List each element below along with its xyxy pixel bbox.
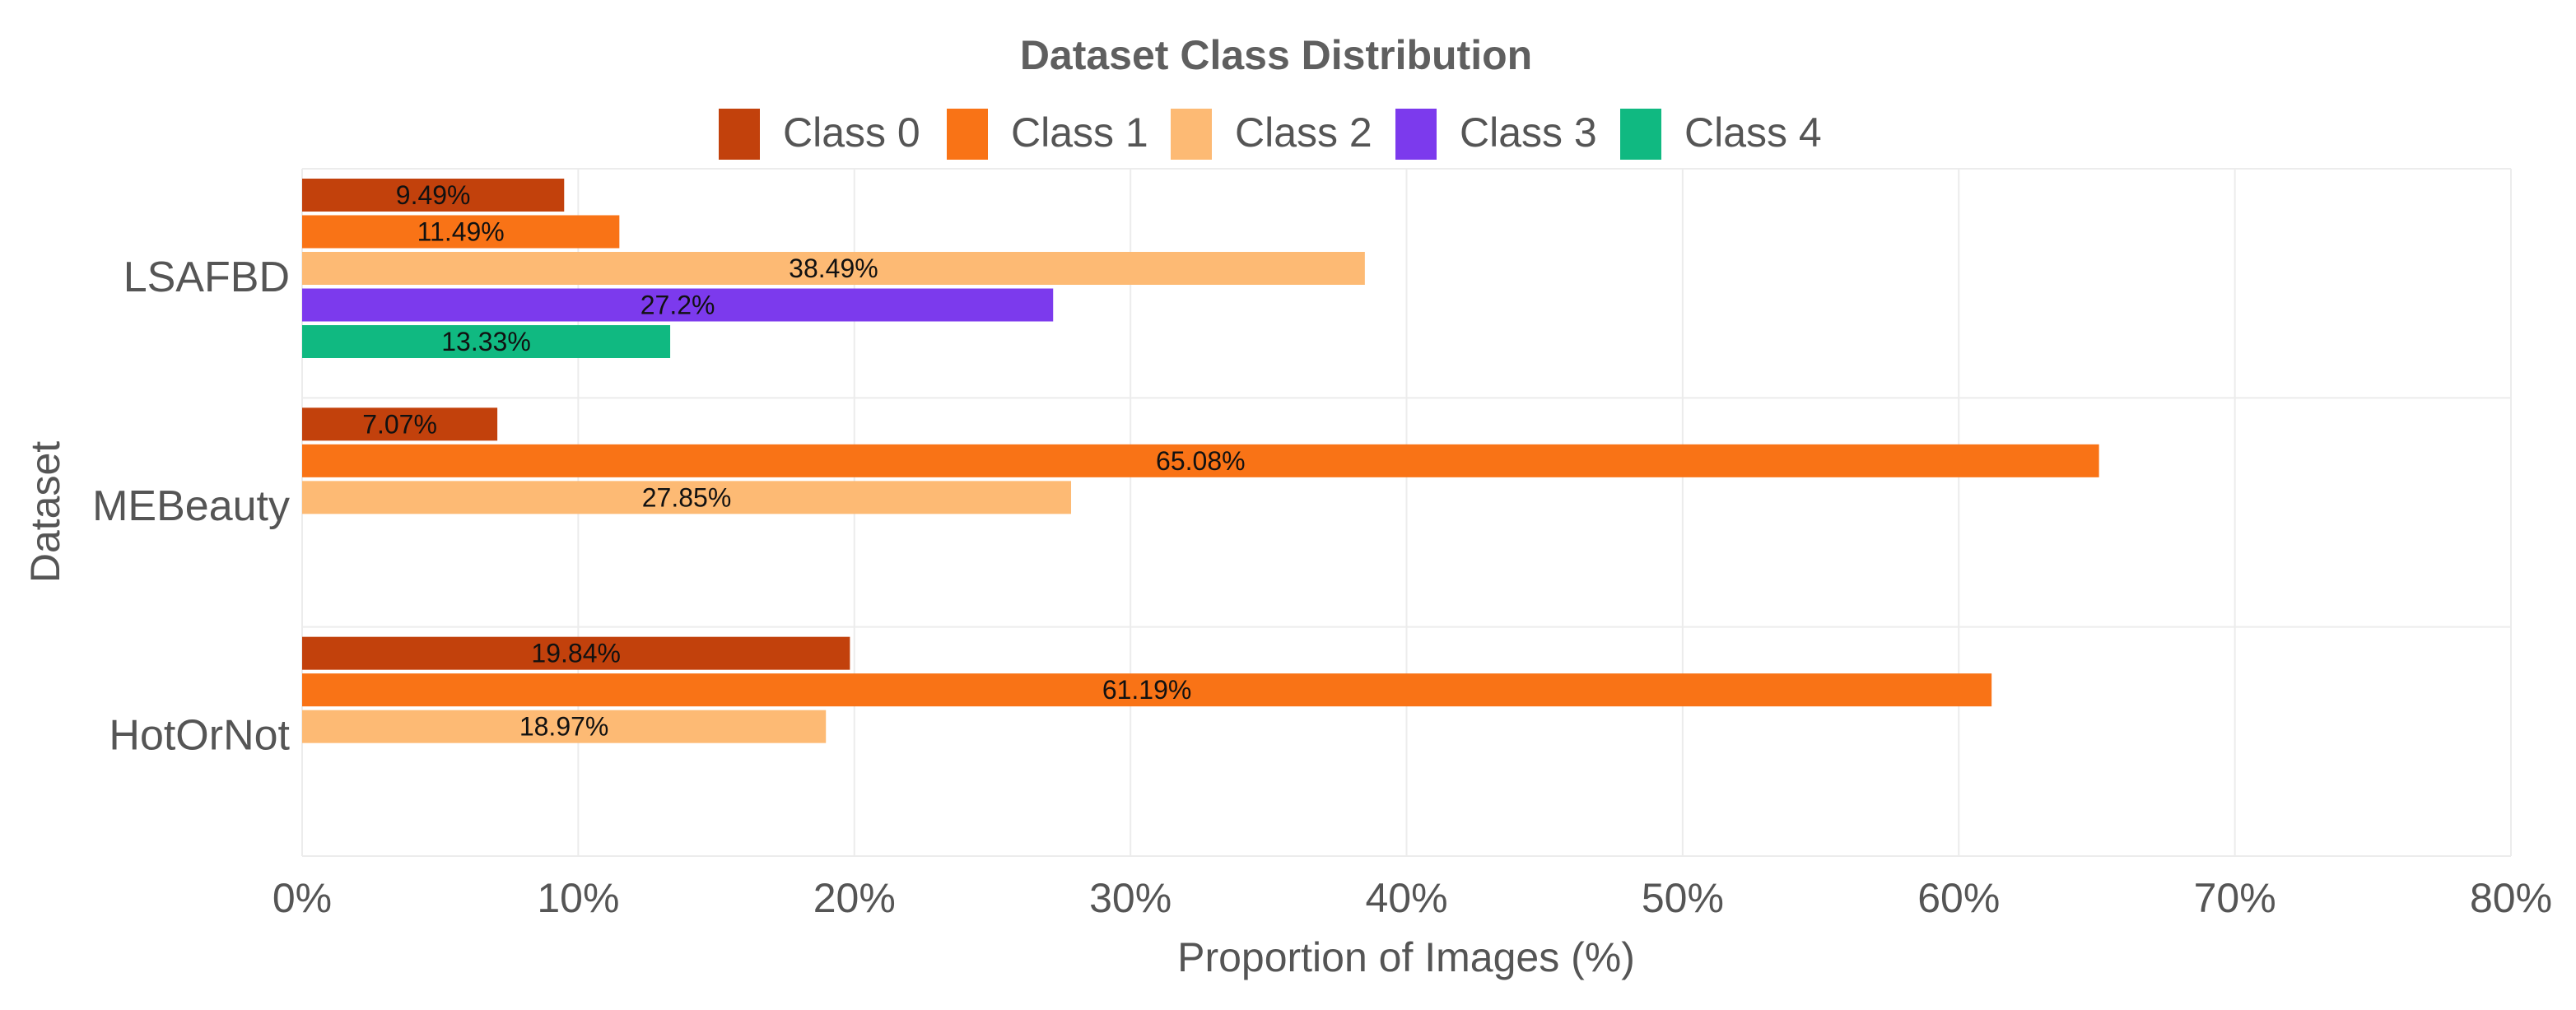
legend-label: Class 1 <box>1011 109 1148 156</box>
bar-data-label: 11.49% <box>417 217 505 247</box>
x-tick-label: 30% <box>1089 875 1172 921</box>
bar <box>302 288 1054 322</box>
x-tick-label: 20% <box>813 875 896 921</box>
y-tick-label: LSAFBD <box>123 254 290 301</box>
bar <box>302 407 498 441</box>
bar-data-label: 27.85% <box>642 482 732 512</box>
legend-swatch <box>947 109 988 160</box>
grid <box>301 168 2512 857</box>
bar-data-label: 19.84% <box>531 639 621 668</box>
legend-swatch <box>1620 109 1661 160</box>
bar-data-label: 38.49% <box>789 254 878 283</box>
bar <box>302 252 1365 285</box>
y-axis-label: Dataset <box>22 441 68 583</box>
legend-swatch <box>719 109 760 160</box>
x-axis-label: Proportion of Images (%) <box>1177 934 1635 980</box>
legend-swatch <box>1171 109 1212 160</box>
bar <box>302 636 850 670</box>
bar <box>302 710 827 743</box>
legend-label: Class 4 <box>1684 109 1822 156</box>
x-tick-label: 70% <box>2194 875 2276 921</box>
chart-title: Dataset Class Distribution <box>1020 32 1532 78</box>
bar-data-label: 13.33% <box>441 327 531 356</box>
legend-label: Class 0 <box>783 109 920 156</box>
bar-data-label: 9.49% <box>396 180 471 210</box>
bar <box>302 325 671 358</box>
bar-data-label: 7.07% <box>362 409 437 439</box>
bar-data-label: 65.08% <box>1156 446 1246 476</box>
y-tick-label: HotOrNot <box>109 711 290 759</box>
legend: Class 0 Class 1 Class 2 Class 3 Class 4 <box>719 109 1822 160</box>
legend-swatch <box>1395 109 1437 160</box>
bar-data-label: 18.97% <box>519 712 609 742</box>
y-axis-ticks: LSAFBD MEBeauty HotOrNot <box>92 254 290 760</box>
x-tick-label: 40% <box>1365 875 1447 921</box>
bar <box>302 179 565 212</box>
legend-label: Class 3 <box>1460 109 1597 156</box>
bar <box>302 481 1072 514</box>
x-tick-label: 0% <box>273 875 332 921</box>
bar <box>302 673 1992 707</box>
y-tick-label: MEBeauty <box>92 482 290 530</box>
x-axis-ticks: 0% 10% 20% 30% 40% 50% 60% 70% 80% <box>273 875 2552 921</box>
bar-data-label: 27.2% <box>641 291 715 320</box>
bar-data-label: 61.19% <box>1102 675 1192 705</box>
legend-label: Class 2 <box>1235 109 1372 156</box>
bars: 9.49% 11.49% 38.49% 27.2% 13.33% 7.07% 65.08% 2… <box>302 179 2099 743</box>
x-tick-label: 10% <box>537 875 619 921</box>
x-tick-label: 50% <box>1642 875 1724 921</box>
bar <box>302 215 620 249</box>
x-tick-label: 80% <box>2470 875 2552 921</box>
bar <box>302 444 2099 477</box>
x-tick-label: 60% <box>1917 875 2000 921</box>
